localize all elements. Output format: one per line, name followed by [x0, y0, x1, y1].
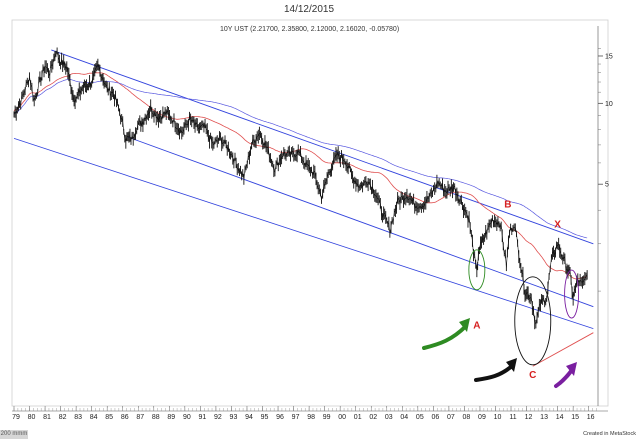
- x-tick-label: 88: [152, 414, 160, 421]
- circle-x: [564, 269, 580, 319]
- x-tick-label: 12: [525, 414, 533, 421]
- x-tick-label: 09: [478, 414, 486, 421]
- support-line: [532, 332, 594, 367]
- x-tick-label: 90: [183, 414, 191, 421]
- x-tick-label: 97: [292, 414, 300, 421]
- arrow-head: [459, 318, 470, 332]
- circle-a: [468, 249, 486, 291]
- x-tick-label: 10: [494, 414, 502, 421]
- x-tick-label: 08: [463, 414, 471, 421]
- x-tick-label: 79: [12, 414, 20, 421]
- annotation-label: B: [504, 199, 511, 210]
- channel-base: [13, 138, 594, 329]
- y-tick-label: 5: [605, 182, 609, 189]
- moving-average-red: [13, 72, 588, 280]
- x-axis: 79 80 81 82 83 84 85 86 87 88 89 90 91 92 93 94 95 96 97 98…: [12, 406, 608, 421]
- x-tick-label: 86: [121, 414, 129, 421]
- arrow-body: [422, 324, 468, 350]
- arrow-body: [474, 364, 514, 382]
- x-tick-label: 03: [385, 414, 393, 421]
- x-tick-label: 93: [230, 414, 238, 421]
- x-tick-label: 13: [540, 414, 548, 421]
- chart-date: 14/12/2015: [284, 4, 334, 15]
- y-tick-label: 15: [605, 53, 613, 60]
- x-tick-label: 96: [276, 414, 284, 421]
- annotation-label: A: [473, 321, 480, 332]
- x-tick-label: 11: [509, 414, 516, 421]
- x-tick-label: 07: [447, 414, 455, 421]
- x-tick-label: 00: [338, 414, 346, 421]
- x-tick-label: 91: [198, 414, 206, 421]
- x-tick-label: 83: [74, 414, 82, 421]
- y-tick-label: 10: [605, 101, 613, 108]
- chart-title: 10Y UST (2.21700, 2.35800, 2.12000, 2.16…: [220, 26, 399, 33]
- x-tick-label: 02: [369, 414, 377, 421]
- x-tick-label: 99: [323, 414, 331, 421]
- zoom-indicator: 200 mmm: [0, 430, 28, 439]
- circled-lows: [468, 249, 580, 366]
- x-tick-label: 85: [105, 414, 113, 421]
- channel-lines: [13, 49, 594, 367]
- x-tick-label: 98: [307, 414, 315, 421]
- x-tick-label: 16: [587, 414, 595, 421]
- x-tick-label: 14: [556, 414, 564, 421]
- x-tick-label: 94: [245, 414, 253, 421]
- x-tick-label: 84: [90, 414, 98, 421]
- x-tick-label: 04: [400, 414, 408, 421]
- annotation-label: C: [529, 370, 536, 381]
- channel-lower: [127, 136, 594, 308]
- annotation-arrows: [422, 318, 577, 388]
- x-tick-label: 82: [59, 414, 67, 421]
- x-tick-label: 89: [167, 414, 175, 421]
- price-series: [13, 47, 588, 330]
- x-tick-label: 87: [136, 414, 144, 421]
- annotation-labels: A B C X: [473, 199, 561, 381]
- x-tick-label: 06: [431, 414, 439, 421]
- channel-upper: [51, 49, 594, 245]
- price-line: [13, 49, 588, 325]
- arrow-body: [554, 368, 574, 388]
- x-tick-label: 95: [261, 414, 269, 421]
- arrow-head: [506, 358, 517, 372]
- plot-frame: [11, 19, 609, 407]
- x-tick-label: 92: [214, 414, 222, 421]
- x-tick-label: 01: [354, 414, 362, 421]
- moving-averages: [13, 72, 588, 280]
- annotation-label: X: [554, 219, 561, 230]
- x-tick-label: 80: [28, 414, 36, 421]
- credit-text: Created in MetaStock: [583, 431, 636, 437]
- moving-average-blue: [13, 79, 588, 239]
- x-tick-label: 05: [416, 414, 424, 421]
- x-tick-label: 81: [43, 414, 51, 421]
- arrow-head: [566, 362, 577, 376]
- x-tick-label: 15: [571, 414, 579, 421]
- y-axis: 15 10 5: [597, 26, 613, 406]
- circle-c: [514, 276, 552, 366]
